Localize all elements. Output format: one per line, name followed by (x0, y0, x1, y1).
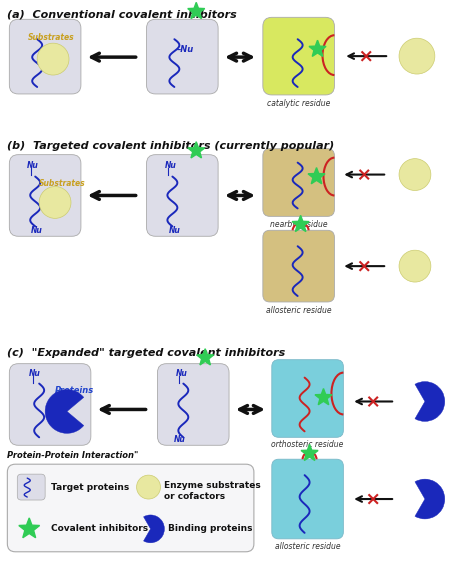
Text: Protein-Protein Interaction": Protein-Protein Interaction" (8, 451, 139, 460)
Polygon shape (197, 349, 214, 365)
Wedge shape (415, 479, 445, 519)
FancyBboxPatch shape (272, 360, 343, 437)
Circle shape (399, 159, 431, 191)
Text: allosteric residue: allosteric residue (275, 542, 340, 551)
Text: Nu: Nu (173, 435, 185, 445)
FancyBboxPatch shape (9, 363, 91, 445)
Text: Covalent inhibitors: Covalent inhibitors (51, 524, 148, 533)
Text: –Nu: –Nu (176, 45, 193, 54)
Polygon shape (292, 215, 309, 232)
Polygon shape (188, 142, 205, 158)
Text: Binding proteins: Binding proteins (168, 524, 253, 533)
Text: Substrates: Substrates (28, 34, 74, 42)
Polygon shape (315, 389, 332, 405)
Wedge shape (415, 382, 445, 422)
Text: Target proteins: Target proteins (51, 483, 129, 492)
Text: Nu: Nu (168, 226, 180, 235)
Circle shape (137, 475, 161, 499)
Text: Substrates: Substrates (39, 179, 86, 188)
Circle shape (37, 43, 69, 75)
Circle shape (39, 186, 71, 218)
Text: Enzyme substrates
or cofactors: Enzyme substrates or cofactors (164, 481, 261, 500)
Text: allosteric residue: allosteric residue (266, 306, 331, 315)
Text: Nu: Nu (31, 226, 43, 235)
FancyBboxPatch shape (272, 459, 343, 539)
Text: orthosteric residue: orthosteric residue (272, 440, 344, 449)
Polygon shape (301, 445, 318, 460)
FancyBboxPatch shape (263, 230, 335, 302)
Text: Nu: Nu (164, 161, 176, 169)
Polygon shape (309, 40, 326, 56)
Text: (c)  "Expanded" targeted covalent inhibitors: (c) "Expanded" targeted covalent inhibit… (8, 348, 286, 358)
FancyBboxPatch shape (9, 155, 81, 236)
Text: nearby residue: nearby residue (270, 220, 328, 229)
Text: Nu: Nu (175, 369, 187, 377)
FancyBboxPatch shape (146, 155, 218, 236)
FancyBboxPatch shape (157, 363, 229, 445)
FancyBboxPatch shape (9, 19, 81, 94)
Circle shape (399, 38, 435, 74)
Polygon shape (188, 2, 205, 19)
FancyBboxPatch shape (263, 17, 335, 95)
FancyBboxPatch shape (263, 149, 335, 216)
Circle shape (399, 250, 431, 282)
Text: Nu: Nu (29, 369, 41, 377)
Wedge shape (45, 389, 84, 433)
FancyBboxPatch shape (146, 19, 218, 94)
FancyBboxPatch shape (8, 464, 254, 552)
Text: catalytic residue: catalytic residue (267, 99, 330, 108)
Text: Nu: Nu (27, 161, 39, 169)
Polygon shape (308, 168, 325, 184)
Text: (a)  Conventional covalent inhibitors: (a) Conventional covalent inhibitors (8, 9, 237, 19)
Text: Proteins: Proteins (55, 386, 94, 395)
Wedge shape (144, 515, 164, 543)
Polygon shape (19, 518, 40, 538)
Text: (b)  Targeted covalent inhibitors (currently popular): (b) Targeted covalent inhibitors (curren… (8, 141, 335, 151)
FancyBboxPatch shape (17, 474, 45, 500)
